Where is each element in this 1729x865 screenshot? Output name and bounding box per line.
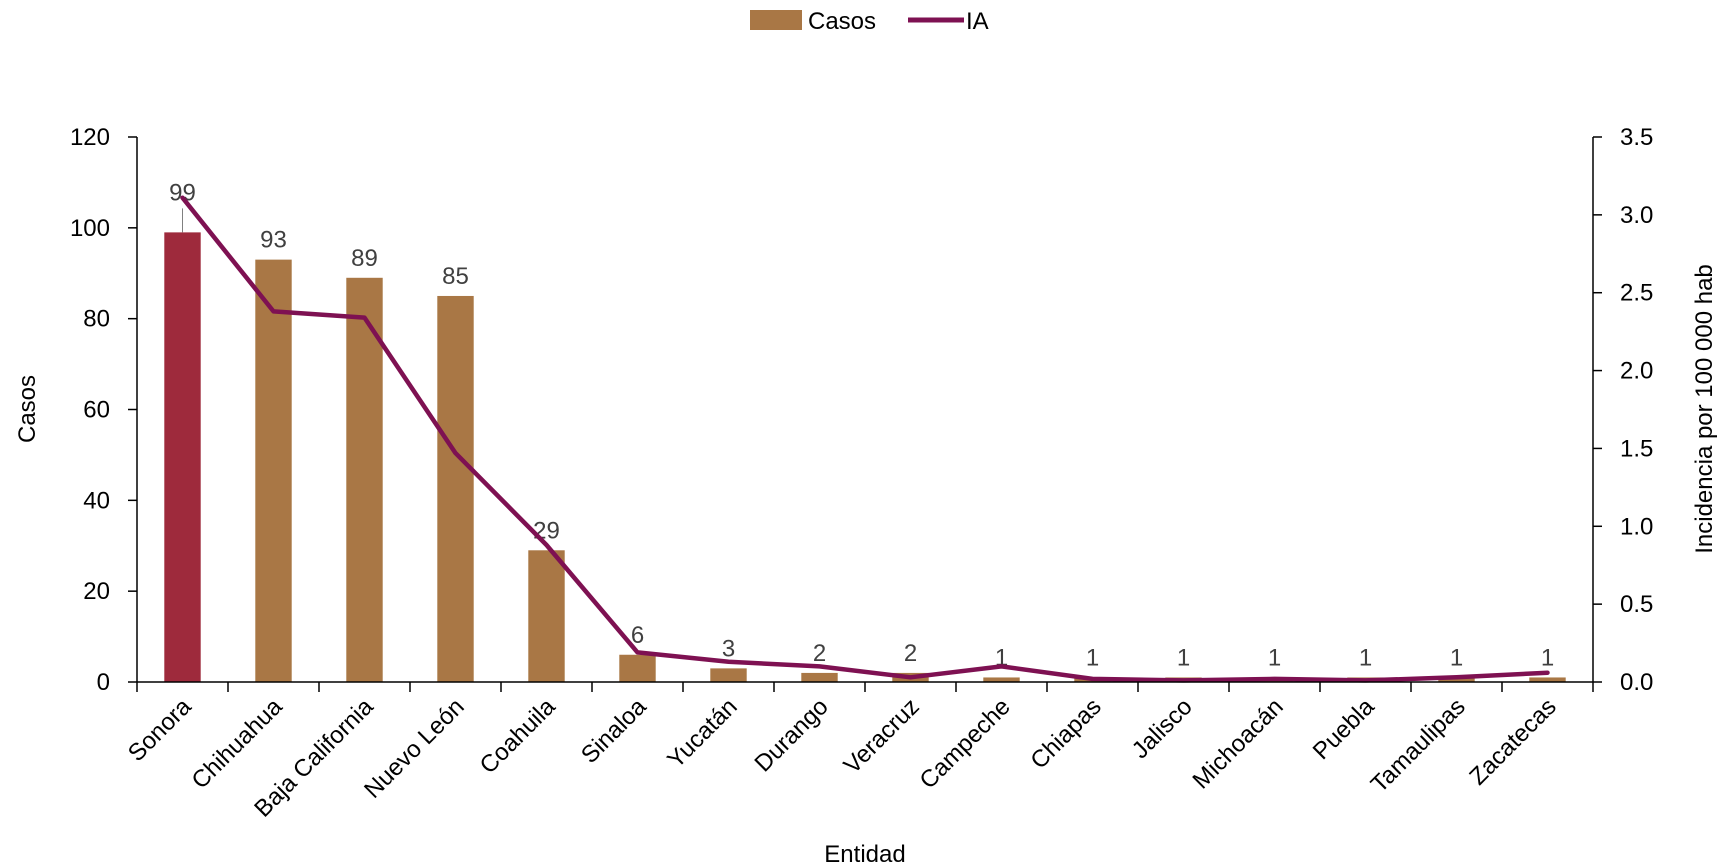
x-tick-label: Jalisco (1127, 693, 1198, 764)
y-tick-label: 100 (70, 215, 110, 242)
y-tick-label: 0 (97, 669, 110, 696)
bar-data-label: 2 (904, 640, 917, 667)
bar-zacatecas (1529, 677, 1566, 682)
bar-sinaloa (619, 654, 656, 682)
bar-data-label: 1 (1541, 644, 1554, 671)
y-axis-left-ticks: 0 20 40 60 80 100 120 (70, 124, 137, 696)
x-tick-label: Sinaloa (576, 693, 652, 769)
bar-baja-california (346, 277, 383, 682)
x-tick-label: Zacatecas (1464, 693, 1561, 790)
x-axis-title: Entidad (824, 841, 905, 865)
x-tick-label: Sonora (123, 693, 197, 767)
y2-tick-label: 2.5 (1620, 280, 1653, 307)
bar-data-label: 29 (533, 517, 560, 544)
bar-coahuila (528, 550, 565, 682)
bar-data-label: 1 (1268, 644, 1281, 671)
y-axis-right-title: Incidencia por 100 000 hab (1691, 264, 1718, 554)
bar-series-casos (164, 232, 1566, 682)
line-series-ia (180, 195, 1550, 683)
legend-label-ia: IA (966, 8, 989, 35)
y-axis-right-ticks: 0.0 0.5 1.0 1.5 2.0 2.5 3.0 3.5 (1593, 124, 1653, 696)
bar-yucatán (710, 668, 747, 682)
y-tick-label: 20 (83, 578, 110, 605)
bar-durango (801, 672, 838, 682)
legend-label-casos: Casos (808, 8, 876, 35)
x-tick-label: Veracruz (839, 693, 925, 779)
line-ia (180, 195, 1550, 683)
y-tick-label: 60 (83, 397, 110, 424)
x-tick-label: Tamaulipas (1366, 693, 1471, 798)
legend: Casos IA (750, 8, 989, 35)
x-tick-label: Chiapas (1025, 693, 1106, 774)
y-tick-label: 80 (83, 306, 110, 333)
bar-chihuahua (255, 259, 292, 682)
x-tick-label: Yucatán (662, 693, 742, 773)
y2-tick-label: 3.0 (1620, 202, 1653, 229)
bar-data-label: 3 (722, 635, 735, 662)
bar-tamaulipas (1438, 677, 1475, 682)
bar-data-label: 99 (169, 179, 196, 206)
bar-data-label: 85 (442, 263, 469, 290)
x-tick-label: Puebla (1308, 693, 1380, 765)
bar-data-label: 1 (1359, 644, 1372, 671)
y2-tick-label: 1.5 (1620, 435, 1653, 462)
bar-data-label: 1 (1177, 644, 1190, 671)
x-tick-label: Coahuila (475, 693, 562, 780)
x-tick-label: Durango (750, 693, 834, 777)
bar-data-label: 2 (813, 640, 826, 667)
bar-data-label: 1 (1086, 644, 1099, 671)
y-axis-left-title: Casos (14, 375, 41, 443)
x-tick-label: Campeche (915, 693, 1016, 794)
y2-tick-label: 1.0 (1620, 513, 1653, 540)
bar-nuevo-león (437, 295, 474, 682)
bar-data-label: 89 (351, 245, 378, 272)
bar-campeche (983, 677, 1020, 682)
y-tick-label: 120 (70, 124, 110, 151)
bar-data-label: 93 (260, 227, 287, 254)
bar-data-label: 1 (1450, 644, 1463, 671)
x-tick-label: Michoacán (1188, 693, 1289, 794)
y2-tick-label: 3.5 (1620, 124, 1653, 151)
bar-sonora (164, 232, 201, 682)
legend-swatch-casos (750, 10, 802, 30)
y2-tick-label: 0.5 (1620, 591, 1653, 618)
y-tick-label: 40 (83, 487, 110, 514)
bar-data-label: 6 (631, 622, 644, 649)
y2-tick-label: 2.0 (1620, 358, 1653, 385)
y2-tick-label: 0.0 (1620, 669, 1653, 696)
